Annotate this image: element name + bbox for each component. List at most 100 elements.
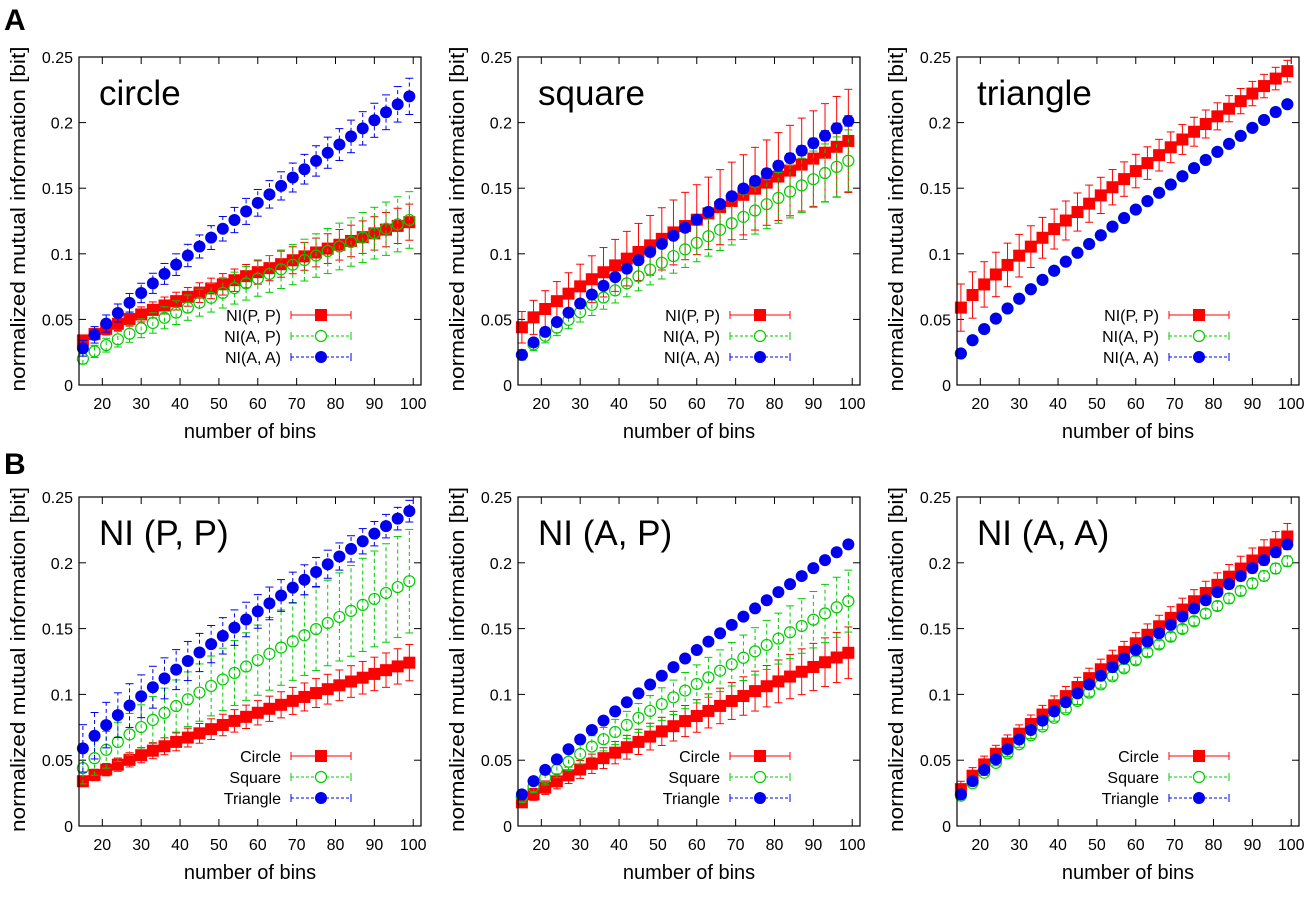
data-point-circle bbox=[228, 621, 241, 634]
data-point-open-circle bbox=[574, 747, 587, 761]
data-point-square bbox=[1164, 141, 1177, 154]
data-point-circle bbox=[830, 546, 843, 559]
legend-marker-open-circle bbox=[753, 770, 767, 784]
data-point-square bbox=[1106, 181, 1119, 194]
data-point-circle bbox=[807, 562, 820, 575]
data-point-open-circle bbox=[251, 272, 264, 285]
data-point-circle bbox=[88, 328, 101, 341]
data-point-square bbox=[345, 675, 358, 688]
x-tick-label: 40 bbox=[171, 396, 189, 413]
data-point-circle bbox=[978, 323, 991, 336]
series-3 bbox=[954, 538, 1294, 801]
data-point-circle bbox=[205, 638, 218, 651]
series-1 bbox=[954, 59, 1294, 332]
data-point-open-circle bbox=[170, 306, 183, 319]
data-point-square bbox=[539, 303, 552, 316]
data-point-circle bbox=[760, 594, 773, 607]
data-point-square bbox=[585, 757, 598, 770]
data-point-open-circle bbox=[286, 258, 299, 271]
data-point-square bbox=[321, 683, 334, 696]
legend-entry-1: NI(P, P) bbox=[1104, 308, 1230, 325]
data-point-square bbox=[515, 321, 528, 334]
data-point-circle bbox=[1129, 203, 1142, 216]
data-point-circle bbox=[609, 271, 622, 284]
data-point-square bbox=[170, 735, 183, 748]
y-tick-label: 0 bbox=[64, 378, 73, 395]
data-point-open-circle bbox=[88, 345, 101, 358]
legend-label: NI(P, P) bbox=[1104, 308, 1159, 325]
legend-label: Circle bbox=[240, 749, 281, 766]
y-tick-label: 0 bbox=[503, 819, 512, 836]
data-point-square bbox=[1036, 231, 1049, 244]
data-point-open-circle bbox=[1199, 607, 1212, 620]
x-tick-label: 80 bbox=[766, 837, 784, 854]
data-point-circle bbox=[1269, 106, 1282, 119]
data-point-open-circle bbox=[667, 249, 680, 263]
legend-marker-square bbox=[315, 750, 327, 762]
data-point-square bbox=[310, 687, 323, 700]
y-tick-label: 0.1 bbox=[51, 247, 73, 264]
legend-label: NI(P, P) bbox=[226, 308, 281, 325]
data-point-circle bbox=[1164, 618, 1177, 631]
y-tick-label: 0.15 bbox=[481, 622, 512, 639]
legend-entry-1: Circle bbox=[1118, 749, 1230, 766]
x-tick-label: 20 bbox=[971, 837, 989, 854]
data-point-square bbox=[562, 287, 575, 300]
data-point-open-circle bbox=[609, 284, 622, 297]
data-point-open-circle bbox=[298, 629, 311, 642]
data-point-circle bbox=[1223, 137, 1236, 150]
data-point-open-circle bbox=[585, 740, 598, 753]
plot-frame bbox=[517, 56, 861, 386]
x-tick-label: 40 bbox=[1049, 396, 1067, 413]
legend-entry-3: NI(A, A) bbox=[664, 350, 791, 367]
data-point-open-circle bbox=[368, 227, 381, 240]
data-point-square bbox=[760, 680, 773, 693]
data-point-circle bbox=[1001, 302, 1014, 315]
legend-marker-circle bbox=[754, 792, 766, 804]
x-tick-label: 60 bbox=[1127, 837, 1145, 854]
data-point-circle bbox=[193, 646, 206, 659]
legend-marker-circle bbox=[754, 351, 766, 363]
x-tick-label: 70 bbox=[727, 837, 745, 854]
data-point-circle bbox=[1024, 283, 1037, 296]
y-tick-label: 0.25 bbox=[481, 490, 512, 507]
data-point-circle bbox=[527, 775, 540, 788]
data-point-square bbox=[356, 231, 369, 244]
data-point-circle bbox=[1129, 644, 1142, 657]
data-point-circle bbox=[380, 106, 393, 119]
legend-marker-circle bbox=[1193, 351, 1205, 363]
data-point-square bbox=[795, 665, 808, 678]
data-point-circle bbox=[1036, 273, 1049, 286]
x-tick-label: 50 bbox=[649, 396, 667, 413]
data-point-square bbox=[597, 266, 610, 279]
legend-marker-open-circle bbox=[1192, 770, 1206, 784]
data-point-open-circle bbox=[333, 610, 346, 624]
legend-entry-1: Circle bbox=[679, 749, 791, 766]
data-point-circle bbox=[158, 267, 171, 280]
data-point-open-circle bbox=[321, 616, 334, 630]
data-point-square bbox=[807, 660, 820, 673]
data-point-square bbox=[146, 303, 159, 316]
data-point-square bbox=[298, 690, 311, 703]
data-point-square bbox=[135, 308, 148, 321]
data-point-circle bbox=[644, 246, 657, 259]
plot-frame bbox=[517, 496, 861, 827]
data-point-circle bbox=[772, 159, 785, 172]
data-point-square bbox=[193, 727, 206, 740]
data-point-open-circle bbox=[690, 236, 703, 249]
data-point-open-circle bbox=[309, 622, 323, 636]
x-tick-label: 60 bbox=[249, 837, 267, 854]
data-point-open-circle bbox=[818, 166, 832, 180]
data-point-square bbox=[842, 646, 855, 659]
data-point-open-circle bbox=[181, 693, 194, 706]
series-3 bbox=[76, 499, 416, 773]
data-point-circle bbox=[251, 196, 264, 209]
x-tick-label: 90 bbox=[1243, 837, 1261, 854]
series-2 bbox=[76, 528, 416, 785]
data-point-square bbox=[830, 651, 843, 664]
chart-panel-3: 0 0.05 0.1 0.15 0.2 0.25 20 30 40 50 60 70 80 90 100 nu… bbox=[886, 47, 1305, 444]
data-point-open-circle bbox=[620, 718, 633, 731]
data-point-square bbox=[1071, 206, 1084, 219]
data-point-square bbox=[772, 170, 785, 183]
